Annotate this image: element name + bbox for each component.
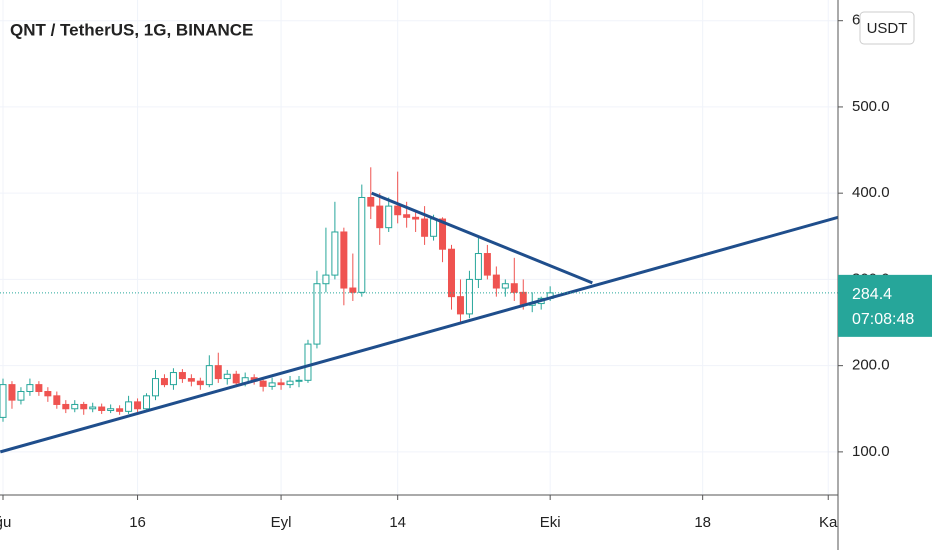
candle-body bbox=[80, 403, 88, 410]
candle-body bbox=[304, 343, 312, 381]
x-tick-label: 18 bbox=[694, 514, 711, 531]
candle-body bbox=[169, 372, 177, 386]
candle-body bbox=[403, 214, 411, 218]
candle-body bbox=[44, 391, 52, 397]
candle-body bbox=[358, 196, 366, 293]
candle-body bbox=[196, 380, 204, 386]
candle-body bbox=[376, 205, 384, 229]
y-tick-label: 100.0 bbox=[852, 443, 890, 460]
candle-body bbox=[35, 384, 43, 393]
candle-body bbox=[125, 401, 133, 412]
candle-body bbox=[295, 379, 303, 382]
candle-body bbox=[394, 205, 402, 216]
candle-body bbox=[412, 216, 420, 220]
candle-body bbox=[107, 408, 115, 411]
candle-body bbox=[232, 373, 240, 384]
candle-body bbox=[331, 231, 339, 276]
candle-body bbox=[205, 365, 213, 386]
y-tick-label: 400.0 bbox=[852, 184, 890, 201]
candle-body bbox=[17, 391, 25, 401]
currency-button[interactable] bbox=[859, 11, 915, 45]
candle-body bbox=[421, 218, 429, 237]
currency-label[interactable]: USDT bbox=[867, 20, 908, 37]
trendline bbox=[0, 215, 839, 454]
chart-title: QNT / TetherUS, 1G, BINANCE bbox=[10, 20, 253, 39]
trendline bbox=[371, 191, 593, 285]
x-tick-label: 16 bbox=[129, 514, 146, 531]
candle-body bbox=[71, 403, 79, 410]
candle-body bbox=[187, 378, 195, 382]
x-tick-label: Eyl bbox=[271, 514, 292, 531]
candle-body bbox=[322, 274, 330, 285]
candle-body bbox=[465, 278, 473, 315]
candle-body bbox=[259, 380, 267, 387]
y-tick-label: 500.0 bbox=[852, 98, 890, 115]
x-tick-label: Ka bbox=[819, 514, 838, 531]
candle-body bbox=[62, 403, 70, 410]
candle-body bbox=[340, 231, 348, 289]
candle-body bbox=[313, 283, 321, 345]
candle-body bbox=[286, 380, 294, 386]
price-badge-label: 284.4 bbox=[852, 286, 892, 303]
x-tick-label: ğu bbox=[0, 514, 11, 531]
candle-body bbox=[89, 406, 97, 410]
candle-body bbox=[349, 287, 357, 293]
candle-body bbox=[223, 373, 231, 380]
price-badge bbox=[838, 274, 932, 337]
candle-body bbox=[53, 395, 61, 405]
candle-body bbox=[143, 395, 151, 410]
candle-body bbox=[134, 401, 142, 410]
candle-body bbox=[178, 372, 186, 380]
y-tick-label: 200.0 bbox=[852, 357, 890, 374]
candle-body bbox=[116, 408, 124, 412]
countdown-label: 07:08:48 bbox=[852, 311, 914, 328]
candle-body bbox=[268, 382, 276, 387]
candle-body bbox=[483, 253, 491, 276]
candle-body bbox=[439, 218, 447, 250]
candle-body bbox=[385, 205, 393, 229]
candle-body bbox=[98, 406, 106, 411]
candle-body bbox=[160, 378, 168, 386]
candle-body bbox=[430, 218, 438, 237]
candle-body bbox=[0, 384, 7, 418]
x-tick-label: Eki bbox=[540, 514, 561, 531]
candle-body bbox=[277, 382, 285, 386]
x-tick-label: 14 bbox=[389, 514, 406, 531]
candle-body bbox=[8, 384, 16, 401]
candle-body bbox=[214, 365, 222, 380]
candle-body bbox=[501, 283, 509, 289]
candle-body bbox=[151, 378, 159, 397]
candle-body bbox=[456, 296, 464, 315]
candle-body bbox=[26, 384, 34, 393]
candle-body bbox=[367, 196, 375, 207]
candle-body bbox=[492, 274, 500, 289]
candle-body bbox=[448, 248, 455, 298]
candle-body bbox=[474, 253, 482, 280]
candle-body bbox=[510, 283, 518, 293]
